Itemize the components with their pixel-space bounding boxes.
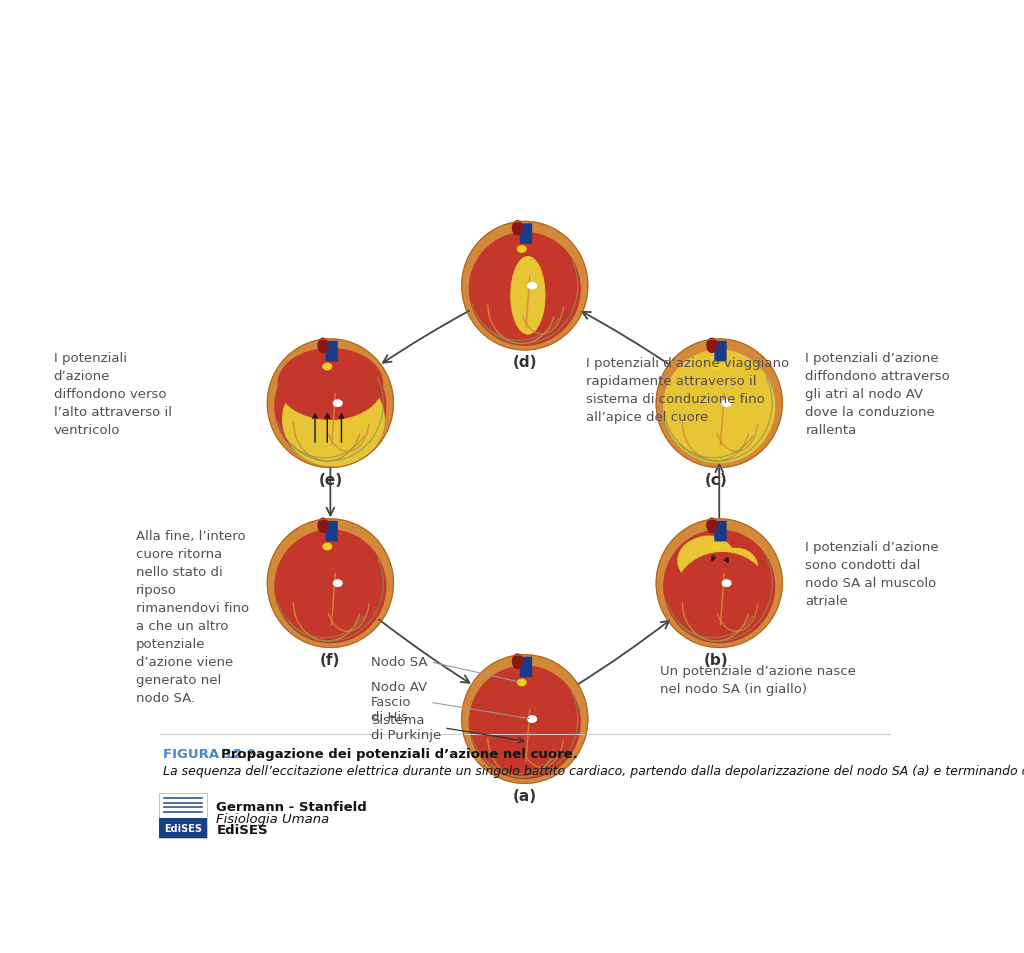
Text: I potenziali d’azione
diffondono attraverso
gli atri al nodo AV
dove la conduzio: I potenziali d’azione diffondono attrave… [805, 352, 950, 436]
Ellipse shape [334, 580, 342, 587]
Text: La sequenza dell’eccitazione elettrica durante un singolo battito cardiaco, part: La sequenza dell’eccitazione elettrica d… [163, 763, 1024, 777]
FancyBboxPatch shape [159, 818, 207, 838]
Ellipse shape [528, 716, 537, 722]
Ellipse shape [283, 374, 384, 466]
Text: Germann - Stanfield: Germann - Stanfield [216, 800, 367, 813]
Text: Fisiologia Umana: Fisiologia Umana [216, 812, 330, 825]
FancyBboxPatch shape [159, 793, 207, 838]
Ellipse shape [511, 257, 545, 335]
FancyBboxPatch shape [715, 341, 727, 362]
Text: Alla fine, l’intero
cuore ritorna
nello stato di
riposo
rimanendovi fino
a che u: Alla fine, l’intero cuore ritorna nello … [136, 529, 249, 703]
Ellipse shape [323, 544, 332, 550]
Text: (d): (d) [513, 355, 537, 370]
Text: (a): (a) [513, 788, 537, 803]
Text: Nodo SA: Nodo SA [371, 655, 519, 682]
Ellipse shape [664, 351, 774, 463]
Ellipse shape [469, 233, 581, 346]
FancyBboxPatch shape [520, 224, 532, 245]
Ellipse shape [334, 400, 342, 407]
Text: I potenziali d’azione
sono condotti dal
nodo SA al muscolo
atriale: I potenziali d’azione sono condotti dal … [805, 540, 939, 607]
Ellipse shape [678, 537, 733, 584]
Ellipse shape [289, 358, 344, 404]
Ellipse shape [289, 537, 344, 584]
FancyBboxPatch shape [326, 341, 338, 362]
Ellipse shape [327, 369, 369, 406]
Ellipse shape [275, 531, 386, 643]
Ellipse shape [678, 358, 733, 404]
Ellipse shape [707, 518, 717, 533]
Ellipse shape [512, 655, 522, 669]
Ellipse shape [517, 247, 526, 253]
Text: (e): (e) [318, 473, 342, 487]
Text: (b): (b) [703, 652, 728, 667]
Ellipse shape [521, 252, 563, 289]
Ellipse shape [656, 339, 782, 468]
Text: I potenziali d’azione viaggiano
rapidamente attraverso il
sistema di conduzione : I potenziali d’azione viaggiano rapidame… [587, 357, 790, 424]
Ellipse shape [483, 241, 539, 287]
Ellipse shape [656, 519, 782, 648]
Ellipse shape [267, 339, 393, 468]
Ellipse shape [722, 580, 731, 587]
Text: Nodo AV
Fascio
di His: Nodo AV Fascio di His [371, 680, 529, 723]
Ellipse shape [462, 222, 588, 351]
Ellipse shape [664, 531, 774, 643]
Ellipse shape [323, 364, 332, 371]
Text: EdiSES: EdiSES [216, 823, 268, 837]
Text: (c): (c) [705, 473, 727, 487]
FancyBboxPatch shape [715, 521, 727, 542]
Ellipse shape [707, 339, 717, 353]
Ellipse shape [681, 537, 736, 588]
Ellipse shape [275, 351, 386, 463]
Ellipse shape [483, 674, 539, 720]
Ellipse shape [722, 400, 731, 407]
Ellipse shape [517, 679, 526, 686]
Ellipse shape [267, 519, 393, 648]
Text: Sistema
di Purkinje: Sistema di Purkinje [371, 714, 523, 743]
Ellipse shape [512, 221, 522, 235]
Ellipse shape [528, 283, 537, 290]
Text: EdiSES: EdiSES [164, 823, 202, 833]
Ellipse shape [521, 684, 563, 721]
Ellipse shape [712, 364, 721, 371]
Text: Propagazione dei potenziali d’azione nel cuore.: Propagazione dei potenziali d’azione nel… [221, 747, 578, 760]
FancyBboxPatch shape [326, 521, 338, 542]
Ellipse shape [716, 369, 758, 406]
Ellipse shape [318, 518, 328, 533]
Ellipse shape [716, 551, 758, 586]
Ellipse shape [712, 544, 721, 550]
Ellipse shape [462, 655, 588, 783]
Ellipse shape [675, 553, 770, 639]
Text: I potenziali
d’azione
diffondono verso
l’alto attraverso il
ventricolo: I potenziali d’azione diffondono verso l… [53, 352, 172, 436]
Ellipse shape [716, 549, 758, 586]
Ellipse shape [469, 666, 581, 779]
FancyBboxPatch shape [520, 657, 532, 678]
Ellipse shape [279, 349, 383, 420]
Text: Un potenziale d’azione nasce
nel nodo SA (in giallo): Un potenziale d’azione nasce nel nodo SA… [660, 665, 856, 696]
Ellipse shape [327, 549, 369, 586]
Text: (f): (f) [321, 652, 341, 667]
Text: FIGURA 12.9: FIGURA 12.9 [163, 747, 256, 760]
Ellipse shape [318, 339, 328, 353]
